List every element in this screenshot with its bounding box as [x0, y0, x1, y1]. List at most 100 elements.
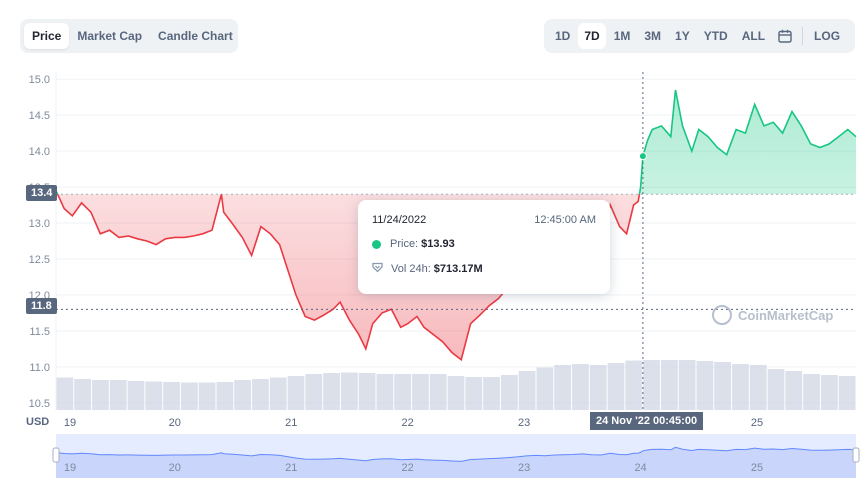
crosshair-price-tag: 11.8 [26, 298, 57, 314]
volume-bar [109, 380, 127, 410]
tab-candle-chart[interactable]: Candle Chart [158, 29, 233, 43]
navigator-line [55, 446, 857, 462]
volume-bar [643, 360, 660, 410]
tooltip-time: 12:45:00 AM [534, 214, 596, 226]
tooltip-price-label: Price: [390, 238, 419, 250]
navigator-tick-label: 19 [64, 462, 76, 474]
range-divider [802, 27, 804, 45]
navigator-tick-label: 21 [285, 462, 297, 474]
volume-bar [323, 373, 340, 410]
currency-label: USD [26, 416, 49, 428]
volume-bar [234, 380, 252, 410]
volume-bar [145, 381, 163, 410]
volume-bar [287, 376, 305, 410]
volume-bar [572, 364, 589, 410]
volume-bar [447, 376, 465, 410]
range-ytd-button[interactable]: YTD [703, 29, 728, 43]
tooltip-price-value: $13.93 [421, 238, 455, 250]
price-dot-icon [372, 239, 381, 249]
watermark-text: CoinMarketCap [738, 307, 834, 323]
volume-bar [269, 377, 287, 410]
navigator-tick-label: 20 [169, 462, 181, 474]
volume-bar [56, 377, 74, 410]
range-all-button[interactable]: ALL [741, 29, 766, 43]
volume-bar [252, 379, 269, 410]
volume-bar [678, 360, 696, 410]
volume-bar [74, 379, 92, 410]
volume-bar [127, 381, 145, 410]
calendar-icon[interactable] [772, 23, 798, 49]
log-scale-button[interactable]: LOG [814, 29, 841, 43]
y-tick-label: 14.5 [29, 110, 50, 122]
navigator-tick-label: 24 [634, 462, 646, 474]
volume-bar [394, 374, 412, 410]
navigator-right-handle[interactable] [852, 447, 860, 463]
volume-bar [376, 374, 394, 410]
tooltip-volume-value: $713.17M [433, 263, 483, 275]
volume-bar [714, 362, 732, 410]
baseline-price-tag: 13.4 [26, 185, 58, 201]
volume-bar [696, 361, 714, 410]
volume-bar [607, 363, 625, 410]
volume-bar [803, 374, 820, 410]
y-tick-label: 11.5 [29, 326, 50, 338]
volume-bar [483, 377, 500, 410]
volume-bar [767, 369, 785, 410]
volume-bar [216, 382, 234, 410]
tooltip-volume-label: Vol 24h: [391, 263, 431, 275]
volume-bar [92, 380, 109, 410]
y-tick-label: 14.0 [29, 146, 50, 158]
y-tick-label: 12.5 [29, 254, 50, 266]
hover-point [638, 152, 647, 161]
price-line-down [56, 194, 641, 362]
volume-bar [429, 374, 447, 410]
time-range-selector: 1D 7D 1M 3M 1Y YTD ALL LOG [544, 19, 855, 53]
range-1m-button[interactable]: 1M [613, 29, 631, 43]
volume-bar [660, 360, 678, 410]
navigator-tick-label: 22 [402, 462, 414, 474]
volume-bar [536, 367, 554, 410]
coinmarketcap-logo-icon [712, 305, 732, 325]
volume-bar [732, 364, 749, 410]
navigator-tick-label: 23 [518, 462, 530, 474]
x-tick-label: 20 [169, 417, 181, 429]
navigator-left-handle[interactable] [52, 447, 60, 463]
volume-bar [198, 382, 216, 410]
tooltip-price-row: Price: $13.93 [372, 238, 455, 250]
chart-type-tabs: Price Market Cap Candle Chart [20, 19, 238, 53]
x-tick-label: 23 [518, 417, 530, 429]
volume-bar [589, 365, 607, 410]
range-7d-button[interactable]: 7D [578, 23, 606, 49]
y-tick-label: 13.0 [29, 218, 50, 230]
price-line-up [55, 89, 857, 195]
volume-bar [500, 375, 518, 410]
x-tick-label: 19 [64, 417, 76, 429]
volume-bar [412, 374, 429, 410]
volume-bar [820, 375, 838, 410]
y-tick-label: 15.0 [29, 74, 50, 86]
price-area-up [56, 90, 856, 195]
tooltip-volume-row: Vol 24h: $713.17M [372, 262, 483, 276]
x-tick-label: 22 [402, 417, 414, 429]
volume-bar [518, 371, 536, 410]
volume-bar [180, 382, 198, 410]
tab-price[interactable]: Price [24, 23, 70, 49]
volume-bar [749, 365, 767, 410]
volume-bar [305, 374, 323, 410]
navigator-tick-label: 25 [751, 462, 763, 474]
volume-bar [625, 360, 643, 410]
price-tooltip: 11/24/2022 12:45:00 AM Price: $13.93 Vol… [358, 200, 610, 294]
x-tick-label: 25 [751, 417, 763, 429]
volume-bar [785, 371, 803, 410]
tooltip-date: 11/24/2022 [372, 214, 427, 226]
volume-bar [163, 382, 180, 410]
range-3m-button[interactable]: 3M [644, 29, 662, 43]
tab-market-cap[interactable]: Market Cap [77, 29, 143, 43]
range-1y-button[interactable]: 1Y [675, 29, 690, 43]
y-tick-label: 11.0 [29, 362, 50, 374]
volume-bar [340, 372, 358, 410]
range-1d-button[interactable]: 1D [555, 29, 571, 43]
coinmarketcap-watermark: CoinMarketCap [712, 305, 833, 325]
x-tick-label: 21 [285, 417, 297, 429]
crosshair-date-tag: 24 Nov '22 00:45:00 [590, 412, 704, 430]
